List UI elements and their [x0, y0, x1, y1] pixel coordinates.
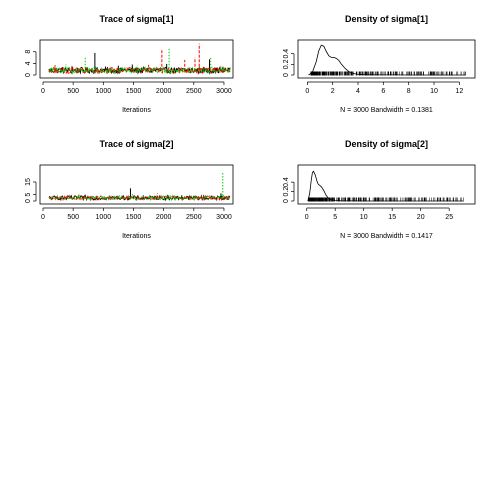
x-axis-label: Iterations [122, 233, 151, 240]
y-tick-label: 0 [283, 73, 290, 77]
x-tick-label: 2500 [186, 88, 202, 95]
density-curve [307, 170, 464, 202]
y-tick-label: 15 [25, 178, 32, 186]
x-tick-label: 1000 [96, 214, 112, 221]
x-tick-label: 0 [305, 88, 309, 95]
y-tick-label: 8 [25, 50, 32, 54]
x-tick-label: 3000 [216, 88, 232, 95]
y-tick-label: 0.2 [283, 59, 290, 69]
x-tick-label: 6 [381, 88, 385, 95]
x-tick-label: 1500 [126, 88, 142, 95]
x-tick-label: 1500 [126, 214, 142, 221]
x-tick-label: 12 [455, 88, 463, 95]
x-tick-label: 2 [331, 88, 335, 95]
x-axis-label: Iterations [122, 107, 151, 114]
x-tick-label: 2500 [186, 214, 202, 221]
panel-title: Density of sigma[1] [345, 14, 428, 24]
x-tick-label: 5 [333, 214, 337, 221]
plot-frame [297, 164, 476, 205]
panel-4: Density of sigma[2] N = 3000 Bandwidth = … [283, 139, 476, 240]
y-tick-label: 4 [25, 61, 32, 65]
x-tick-label: 2000 [156, 88, 172, 95]
panel-title: Trace of sigma[2] [99, 139, 173, 149]
panel-1: Trace of sigma[1] Iterations 0 500 1000 1500 2… [25, 14, 234, 114]
y-tick-label: 0.2 [283, 187, 290, 197]
x-tick-label: 500 [67, 214, 79, 221]
rug-marks [308, 197, 464, 202]
panel-title: Trace of sigma[1] [99, 14, 173, 24]
y-tick-label: 5 [25, 193, 32, 197]
x-tick-label: 2000 [156, 214, 172, 221]
plot-frame [39, 39, 234, 79]
x-tick-label: 4 [356, 88, 360, 95]
rug-marks [310, 71, 466, 76]
y-tick-label: 0.4 [283, 177, 290, 187]
y-tick-label: 0 [283, 199, 290, 203]
trace-chain-3 [48, 194, 231, 202]
plot-frame [39, 164, 234, 205]
x-tick-label: 0 [41, 88, 45, 95]
trace-chain-3 [48, 65, 231, 75]
x-tick-label: 3000 [216, 214, 232, 221]
x-tick-label: 15 [388, 214, 396, 221]
x-tick-label: 0 [41, 214, 45, 221]
plot-frame [297, 39, 476, 79]
y-tick-label: 0 [25, 199, 32, 203]
x-axis-label: N = 3000 Bandwidth = 0.1417 [340, 233, 433, 240]
x-axis-label: N = 3000 Bandwidth = 0.1381 [340, 107, 433, 114]
panel-2: Density of sigma[1] N = 3000 Bandwidth = … [283, 14, 476, 114]
y-tick-label: 0 [25, 73, 32, 77]
x-tick-label: 25 [445, 214, 453, 221]
panel-3: Trace of sigma[2] Iterations 0 500 1000 1500 2… [25, 139, 234, 240]
x-tick-label: 10 [430, 88, 438, 95]
panel-title: Density of sigma[2] [345, 139, 428, 149]
x-tick-label: 1000 [96, 88, 112, 95]
x-tick-label: 0 [305, 214, 309, 221]
x-tick-label: 20 [417, 214, 425, 221]
density-curve [308, 44, 466, 76]
x-tick-label: 8 [407, 88, 411, 95]
y-tick-label: 0.4 [283, 49, 290, 59]
x-tick-label: 10 [360, 214, 368, 221]
x-tick-label: 500 [67, 88, 79, 95]
